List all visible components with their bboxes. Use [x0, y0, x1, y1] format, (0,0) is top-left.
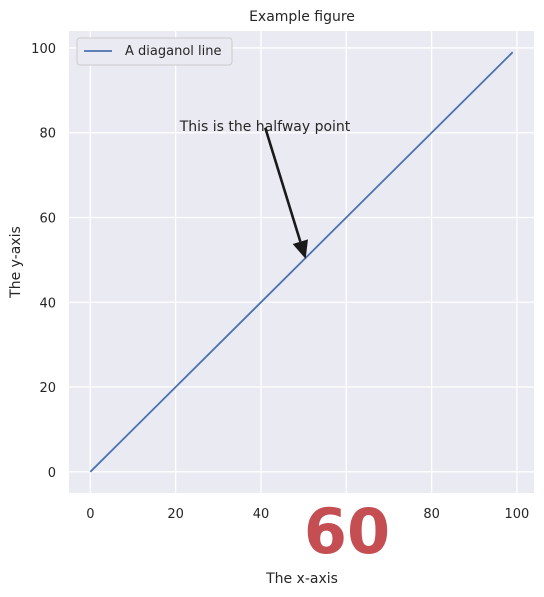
legend-label: A diaganol line [125, 44, 221, 59]
y-tick-label: 60 [39, 211, 56, 226]
x-tick-label: 20 [167, 507, 184, 522]
y-tick-label: 80 [39, 127, 56, 142]
x-tick-label: 100 [505, 507, 530, 522]
x-axis-label: The x-axis [265, 571, 338, 587]
y-tick-label: 20 [39, 381, 56, 396]
x-tick-label: 0 [86, 507, 94, 522]
y-tick-label: 100 [31, 42, 56, 57]
chart-title: Example figure [249, 9, 355, 25]
annotation-text: This is the halfway point [179, 119, 351, 135]
x-tick-label: 40 [253, 507, 270, 522]
overlay-label: 60 [304, 495, 390, 568]
y-tick-label: 0 [48, 466, 56, 481]
legend: A diaganol line [77, 38, 232, 65]
y-axis-label: The y-axis [8, 226, 24, 299]
x-tick-label: 80 [423, 507, 440, 522]
y-tick-label: 40 [39, 296, 56, 311]
